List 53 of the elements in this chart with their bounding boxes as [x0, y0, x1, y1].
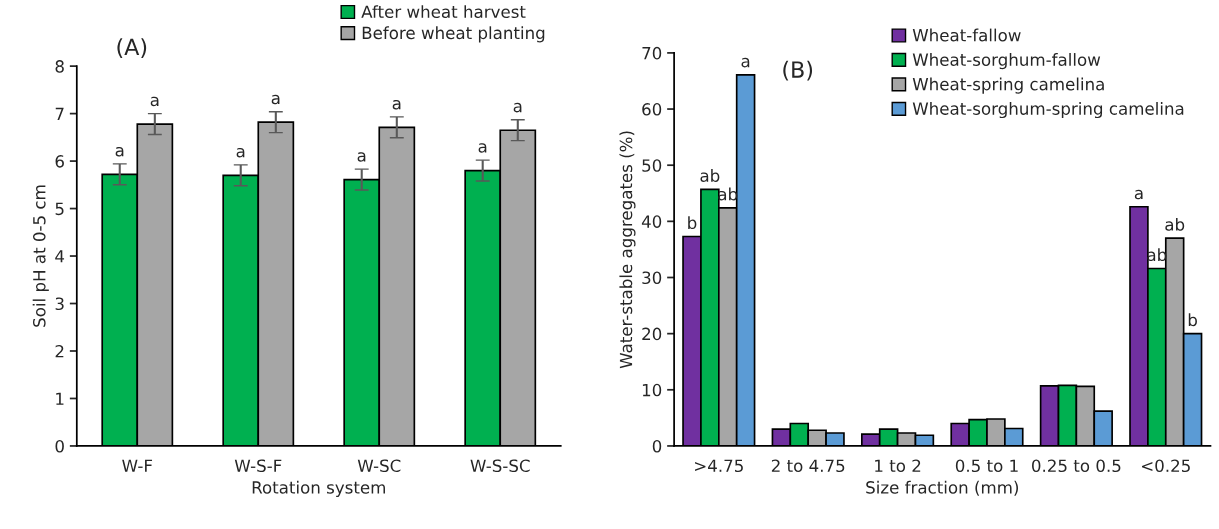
x-tick-label: W-S-SC [470, 459, 530, 473]
y-tick-label: 0 [55, 439, 64, 453]
data-label: ab [1165, 217, 1185, 231]
x-tick-label: 0.5 to 1 [955, 459, 1018, 473]
legend-label: Wheat-fallow [912, 28, 1021, 42]
x-tick-label: W-F [122, 459, 153, 472]
data-label: a [392, 99, 401, 110]
x-axis-title: Size fraction (mm) [866, 480, 1019, 496]
data-label: b [688, 216, 697, 230]
y-tick-label: 50 [642, 159, 662, 172]
chart-title: (A) [117, 38, 147, 58]
legend-label: Wheat-spring camelina [912, 77, 1104, 94]
y-tick-label: 7 [55, 107, 64, 120]
data-label: ab [700, 169, 720, 182]
legend-label: Before wheat planting [362, 26, 545, 43]
x-axis-title: Rotation system [252, 480, 385, 497]
y-tick-label: 10 [642, 383, 662, 397]
data-label: b [1188, 313, 1197, 327]
data-label: a [741, 57, 750, 68]
x-tick-label: W-SC [357, 459, 401, 473]
y-tick-label: 5 [55, 202, 64, 216]
data-label: a [150, 96, 159, 107]
y-tick-label: 40 [641, 215, 662, 228]
x-tick-label: 1 to 2 [875, 459, 921, 473]
legend-label: Wheat-sorghum-fallow [912, 53, 1101, 70]
legend-label: After wheat harvest [361, 5, 526, 19]
y-tick-label: 3 [55, 297, 64, 311]
data-label: a [478, 143, 487, 153]
data-label: a [236, 147, 245, 158]
data-label: a [357, 152, 366, 162]
y-tick-label: 6 [55, 155, 64, 168]
data-label: a [115, 146, 124, 157]
data-label: a [271, 94, 280, 105]
x-tick-label: W-S-F [234, 459, 282, 473]
y-tick-label: 2 [55, 344, 64, 358]
x-tick-label: 0.25 to 0.5 [1032, 459, 1121, 473]
x-tick-label: >4.75 [695, 459, 743, 473]
x-tick-label: 2 to 4.75 [771, 459, 845, 473]
y-tick-label: 70 [642, 46, 662, 60]
y-tick-label: 1 [56, 392, 64, 405]
y-tick-label: 30 [642, 271, 662, 285]
y-axis-title: Water-stable aggregates (%) [619, 131, 636, 369]
chart-title: (B) [783, 60, 813, 81]
data-label: a [513, 102, 522, 113]
y-tick-label: 4 [55, 250, 65, 263]
x-tick-label: <0.25 [1142, 459, 1190, 473]
y-tick-label: 60 [642, 103, 662, 116]
y-tick-label: 8 [55, 60, 64, 73]
data-label: a [1134, 189, 1143, 200]
y-axis-title: Soil pH at 0-5 cm [32, 185, 49, 327]
y-tick-label: 20 [642, 327, 662, 341]
legend-label: Wheat-sorghum-spring camelina [912, 101, 1184, 119]
y-tick-label: 0 [652, 439, 662, 453]
